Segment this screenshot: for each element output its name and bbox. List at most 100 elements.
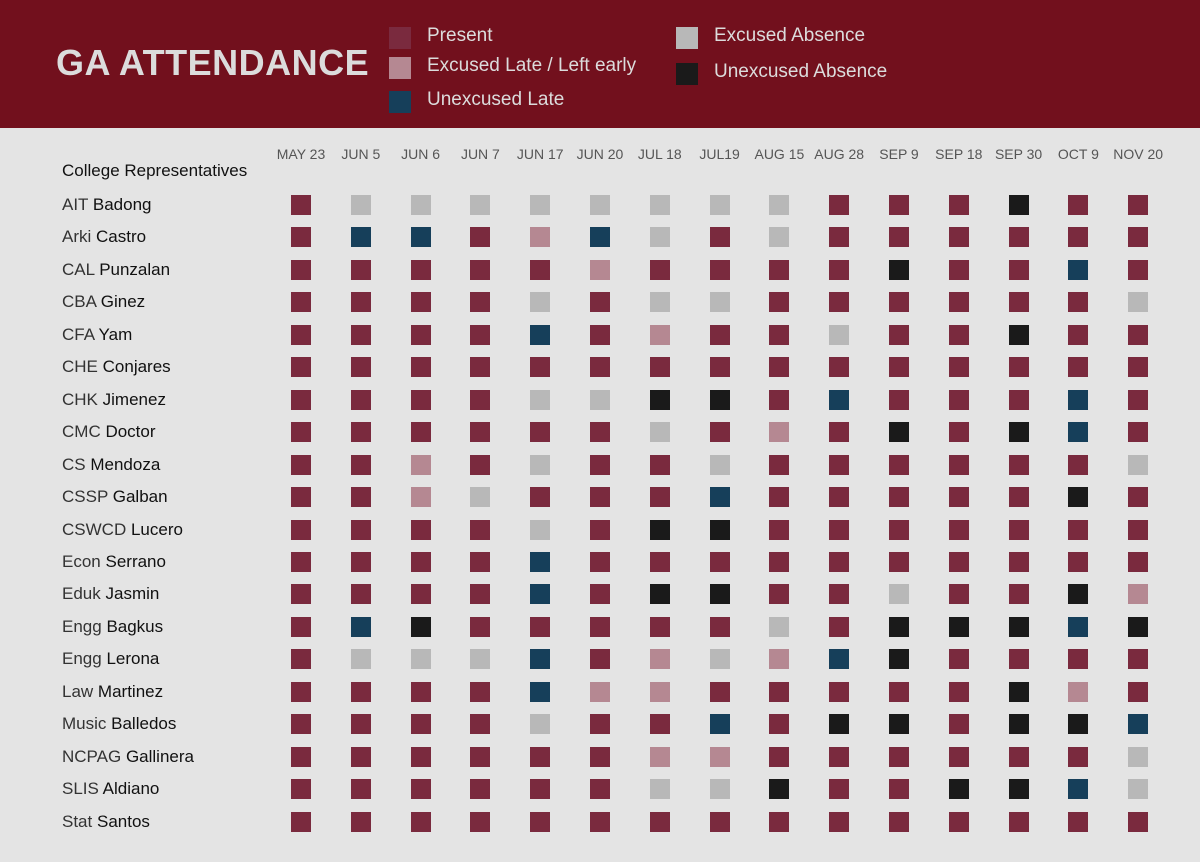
- attendance-cell: [649, 422, 670, 443]
- attendance-cell: [470, 259, 491, 280]
- attendance-cell: [649, 195, 670, 215]
- attendance-cell: [649, 681, 670, 702]
- attendance-cell: [470, 584, 491, 605]
- representative-name: Martinez: [97, 681, 164, 701]
- legend-label: Excused Absence: [714, 25, 866, 46]
- attendance-cell: [590, 811, 610, 832]
- attendance-cell: [291, 779, 311, 800]
- attendance-cell: [889, 714, 909, 735]
- attendance-cell: [769, 714, 790, 735]
- row-label: Econ Serrano: [62, 551, 166, 573]
- row-label: NCPAG Gallinera: [62, 746, 194, 768]
- attendance-cell: [590, 714, 610, 735]
- attendance-cell: [410, 324, 431, 345]
- attendance-cell: [291, 746, 311, 767]
- page-title: GA ATTENDANCE: [56, 42, 370, 83]
- date-label: SEP 9: [879, 146, 919, 162]
- row-label: CBA Ginez: [62, 291, 145, 313]
- attendance-cell: [410, 357, 431, 378]
- attendance-cell: [291, 519, 311, 540]
- attendance-cell: [410, 519, 431, 540]
- representative-name: Aldiano: [102, 779, 160, 799]
- attendance-cell: [709, 714, 730, 735]
- attendance-cell: [948, 454, 969, 475]
- attendance-cell: [470, 551, 491, 572]
- attendance-cell: [709, 551, 730, 572]
- attendance-cell: [410, 681, 431, 702]
- representative-name: Castro: [96, 227, 147, 247]
- attendance-cell: [1068, 487, 1089, 508]
- attendance-cell: [709, 292, 730, 313]
- attendance-cell: [1128, 681, 1149, 702]
- attendance-cell: [829, 649, 850, 670]
- attendance-cell: [1128, 811, 1149, 832]
- attendance-cell: [829, 519, 850, 540]
- attendance-cell: [769, 779, 790, 800]
- attendance-cell: [350, 616, 371, 637]
- date-label: SEP 30: [994, 146, 1043, 162]
- attendance-cell: [1008, 357, 1029, 378]
- row-label: CAL Punzalan: [62, 259, 170, 281]
- attendance-cell: [829, 779, 850, 800]
- attendance-cell: [829, 681, 850, 702]
- attendance-cell: [291, 551, 311, 572]
- attendance-cell: [649, 779, 670, 800]
- attendance-cell: [829, 422, 850, 443]
- college-name: CS: [62, 454, 86, 474]
- attendance-cell: [829, 746, 850, 767]
- representative-name: Balledos: [111, 714, 177, 734]
- attendance-cell: [291, 616, 311, 637]
- attendance-cell: [530, 357, 551, 378]
- representative-name: Serrano: [105, 551, 166, 571]
- row-label: CSWCD Lucero: [62, 519, 183, 541]
- college-name: Arki: [62, 227, 92, 247]
- attendance-cell: [1128, 259, 1149, 280]
- attendance-cell: [1068, 616, 1089, 637]
- attendance-cell: [709, 227, 730, 248]
- attendance-cell: [530, 487, 551, 508]
- row-label: CFA Yam: [62, 324, 132, 346]
- attendance-cell: [1128, 195, 1149, 215]
- row-label: SLIS Aldiano: [62, 778, 159, 800]
- attendance-cell: [1128, 714, 1149, 735]
- attendance-cell: [470, 389, 491, 410]
- college-name: NCPAG: [62, 746, 122, 766]
- date-label: NOV 20: [1113, 146, 1164, 162]
- attendance-cell: [829, 324, 850, 345]
- attendance-cell: [350, 195, 371, 215]
- row-label: Music Balledos: [62, 713, 176, 735]
- representative-name: Gallinera: [125, 746, 194, 766]
- representative-name: Punzalan: [99, 259, 171, 279]
- attendance-cell: [1128, 519, 1149, 540]
- attendance-cell: [769, 746, 790, 767]
- legend-label: Present: [427, 25, 493, 46]
- attendance-cell: [291, 681, 311, 702]
- attendance-cell: [530, 389, 551, 410]
- attendance-cell: [769, 454, 790, 475]
- attendance-cell: [769, 422, 790, 443]
- attendance-cell: [470, 487, 491, 508]
- attendance-cell: [410, 649, 431, 670]
- attendance-cell: [948, 389, 969, 410]
- row-label: Engg Lerona: [62, 648, 159, 670]
- attendance-cell: [829, 389, 850, 410]
- attendance-cell: [350, 649, 371, 670]
- attendance-cell: [291, 454, 311, 475]
- attendance-cell: [410, 487, 431, 508]
- attendance-cell: [410, 584, 431, 605]
- attendance-cell: [470, 779, 491, 800]
- attendance-cell: [649, 454, 670, 475]
- attendance-cell: [590, 584, 610, 605]
- attendance-cell: [948, 519, 969, 540]
- attendance-cell: [889, 779, 909, 800]
- attendance-cell: [1068, 227, 1089, 248]
- attendance-cell: [350, 681, 371, 702]
- attendance-cell: [649, 584, 670, 605]
- representative-name: Doctor: [105, 422, 156, 442]
- attendance-cell: [470, 649, 491, 670]
- attendance-cell: [829, 714, 850, 735]
- attendance-cell: [1008, 259, 1029, 280]
- attendance-cell: [829, 195, 850, 215]
- representative-name: Conjares: [102, 357, 171, 377]
- legend-label: Excused Late / Left early: [427, 55, 637, 76]
